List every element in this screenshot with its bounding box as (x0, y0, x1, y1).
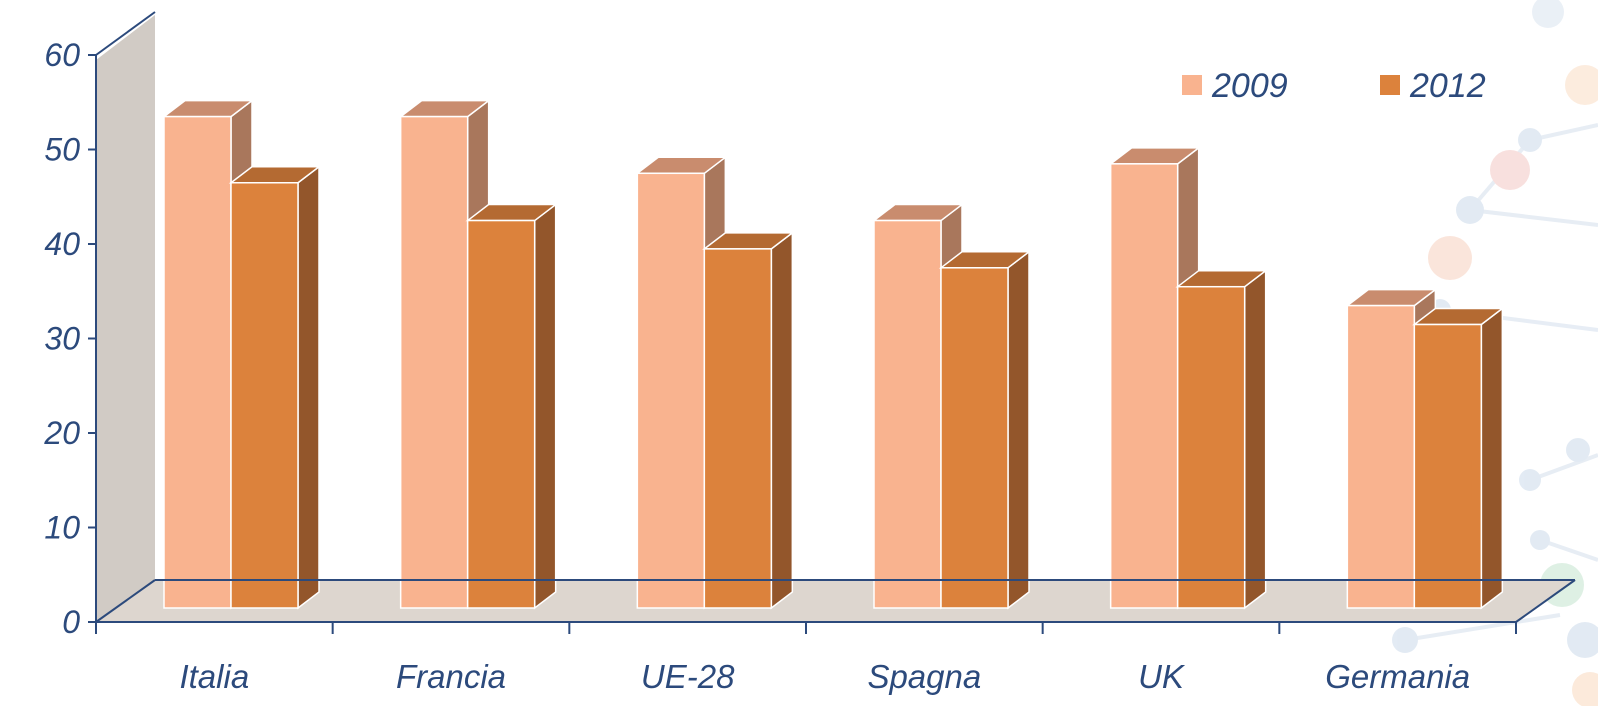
floor-left-edge (95, 579, 156, 623)
bar-side (1480, 306, 1504, 610)
network-node-icon (1572, 672, 1598, 706)
y-tick-label: 30 (44, 321, 80, 357)
legend-swatch (1380, 75, 1400, 95)
legend: 2009 2012 (1182, 67, 1486, 105)
back-wall (96, 15, 155, 622)
bar-front (1346, 304, 1416, 609)
bar-front (1176, 285, 1246, 609)
network-node-icon (1567, 622, 1598, 658)
y-tick-label: 60 (44, 37, 80, 73)
legend-label: 2009 (1211, 67, 1288, 105)
x-category-label: Spagna (867, 658, 981, 695)
network-node-icon (1392, 627, 1418, 653)
network-node-icon (1565, 65, 1598, 105)
bar-front (1109, 163, 1179, 609)
bar-2012-italia (228, 165, 322, 610)
home-icon (1428, 236, 1472, 280)
decorative-network-graphic (1392, 0, 1598, 706)
y-tick-label: 40 (44, 226, 80, 262)
bar-side (770, 231, 794, 610)
network-node-icon (1566, 438, 1590, 462)
x-axis-depth-line (1515, 579, 1576, 623)
bar-front (163, 115, 232, 609)
x-category-label: Germania (1325, 658, 1470, 695)
y-axis-depth-top (95, 11, 156, 56)
bar-front (399, 115, 469, 609)
x-category-label: UE-28 (641, 658, 735, 695)
bar-2012-germania (1412, 306, 1505, 610)
network-node-icon (1518, 128, 1542, 152)
bar-side (1243, 269, 1267, 610)
bar-front (230, 182, 299, 609)
bar-front (636, 172, 706, 609)
y-tick-label: 20 (43, 415, 80, 451)
bar-side (1007, 250, 1030, 610)
bar-2012-francia (465, 203, 558, 610)
bar-front (940, 267, 1009, 609)
x-category-label: Italia (179, 658, 249, 695)
x-category-label: Francia (396, 658, 506, 695)
legend-swatch (1182, 75, 1202, 95)
bar-front (466, 219, 536, 609)
y-axis-ticks: 0 10 20 30 40 50 60 (43, 37, 96, 640)
bar-2012-spagna (938, 250, 1032, 610)
bar-2012-uk (1175, 269, 1268, 610)
bar-side (297, 165, 320, 610)
network-node-icon (1456, 196, 1484, 224)
flask-icon (1490, 150, 1530, 190)
x-category-label: UK (1138, 658, 1186, 695)
legend-item-2009: 2009 (1182, 67, 1288, 105)
y-tick-label: 50 (44, 132, 80, 168)
bar-2012-ue-28 (702, 231, 795, 610)
bar-front (873, 219, 942, 609)
y-tick-label: 0 (62, 604, 80, 640)
x-axis-ticks: Italia Francia UE-28 Spagna UK Germania (95, 622, 1517, 695)
legend-label: 2012 (1409, 67, 1486, 105)
bar-side (533, 203, 557, 610)
y-tick-label: 10 (44, 510, 80, 546)
network-node-icon (1532, 0, 1564, 28)
legend-item-2012: 2012 (1380, 67, 1486, 105)
bar-front (703, 248, 773, 609)
network-node-icon (1519, 469, 1541, 491)
network-node-icon (1530, 530, 1550, 550)
bars-layer (161, 99, 1505, 610)
bar-front (1413, 323, 1483, 609)
